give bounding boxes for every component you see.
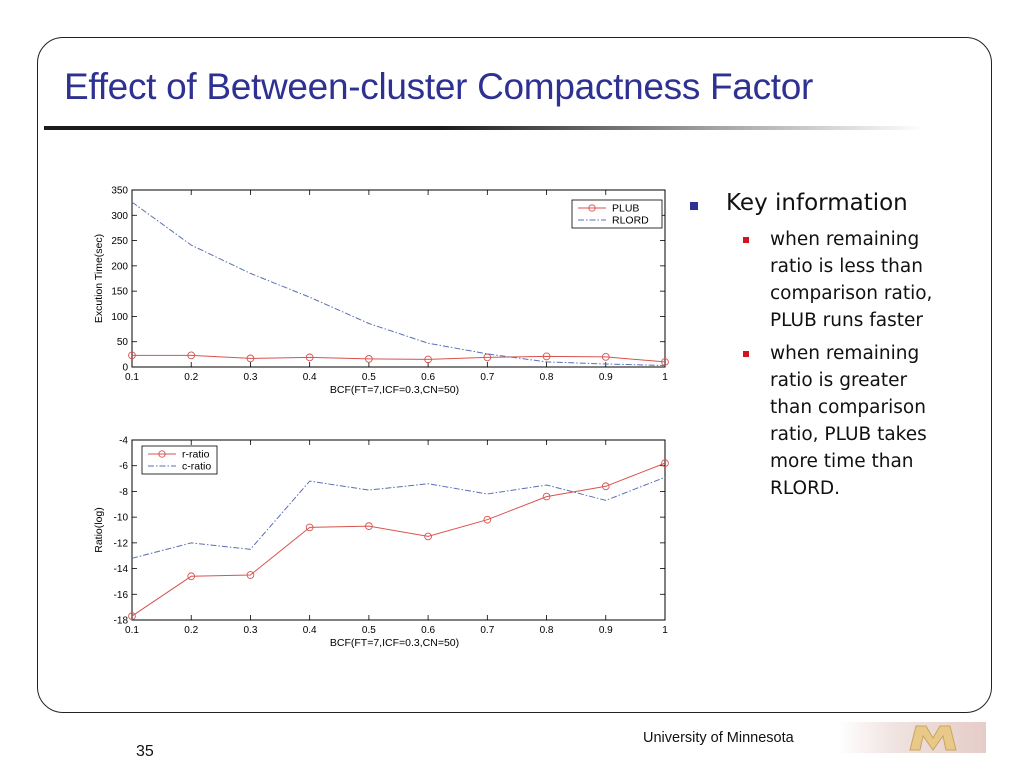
key-info-bullets: Key information when remaining ratio is …: [688, 190, 978, 508]
data-point-r-ratio: [128, 612, 136, 620]
sub-bullet-line: more time than: [770, 451, 914, 472]
y-tick-label: 100: [111, 312, 128, 323]
sub-bullet-1: when remaining ratio is less than compar…: [726, 226, 978, 334]
y-tick-label: 300: [111, 211, 128, 222]
y-tick-label: 250: [111, 236, 128, 247]
y-tick-label: 50: [117, 337, 129, 348]
x-tick-label: 1: [662, 372, 668, 383]
sub-bullet-2: when remaining ratio is greater than com…: [726, 340, 978, 502]
data-point-PLUB: [542, 352, 551, 361]
y-tick-label: 350: [111, 186, 128, 197]
data-point-PLUB: [483, 353, 492, 362]
y-tick-label: 0: [122, 363, 128, 374]
x-tick-label: 0.2: [184, 372, 198, 383]
x-tick-label: 0.9: [599, 372, 613, 383]
x-tick-label: 0.5: [362, 372, 376, 383]
data-point-r-ratio: [246, 571, 255, 579]
ratio-chart: 0.1 0.2 0.3 0.4 0.5 0.6 0.7 0.8 0.9 1 -18 -16 -14 -12…: [93, 436, 669, 649]
data-point-PLUB: [365, 355, 373, 363]
series-line-r-ratio: [131, 462, 666, 617]
x-axis-label: BCF(FT=7,ICF=0.3,CN=50): [330, 384, 459, 396]
x-tick-label: 0.3: [243, 625, 257, 636]
data-point-r-ratio: [542, 492, 551, 501]
y-tick-label: -16: [114, 590, 129, 601]
x-tick-label: 0.1: [125, 372, 139, 383]
data-point-PLUB: [128, 351, 136, 360]
bullet-square-icon: [690, 202, 698, 210]
sub-bullet-line: ratio, PLUB takes: [770, 424, 927, 445]
data-point-PLUB: [601, 353, 610, 361]
sub-bullet-list: when remaining ratio is less than compar…: [726, 226, 978, 502]
y-tick-label: 200: [111, 261, 128, 272]
y-tick-label: -8: [119, 487, 128, 498]
x-tick-label: 0.3: [243, 372, 257, 383]
y-tick-label: 150: [111, 287, 128, 298]
data-point-PLUB: [305, 353, 314, 362]
bullet-key-information: Key information: [688, 190, 978, 216]
legend-box: [141, 445, 218, 475]
footer-university: University of Minnesota: [643, 730, 794, 746]
y-axis-label: Ratio(log): [93, 507, 105, 553]
sub-bullet-line: PLUB runs faster: [770, 310, 923, 331]
series-line-c-ratio: [131, 476, 666, 559]
data-point-r-ratio: [601, 482, 610, 491]
x-tick-label: 0.2: [184, 625, 198, 636]
x-tick-label: 0.7: [480, 625, 494, 636]
sub-bullet-square-icon: [743, 237, 749, 243]
slide-frame: [37, 37, 992, 713]
legend-marker-r-ratio: [158, 450, 166, 458]
sub-bullet-line: than comparison: [770, 397, 926, 418]
x-tick-label: 0.8: [540, 625, 554, 636]
y-tick-label: -10: [114, 513, 129, 524]
y-tick-label: -14: [114, 564, 129, 575]
data-point-PLUB: [187, 351, 196, 360]
legend-box: [571, 199, 663, 229]
y-tick-label: -4: [119, 436, 128, 447]
legend-label: c-ratio: [182, 461, 211, 473]
x-tick-label: 1: [662, 625, 668, 636]
x-tick-label: 0.8: [540, 372, 554, 383]
data-point-r-ratio: [305, 523, 314, 532]
series-line-PLUB: [132, 354, 666, 363]
slide-number: 35: [136, 743, 154, 760]
legend-label: PLUB: [612, 203, 639, 215]
x-tick-label: 0.4: [303, 372, 317, 383]
x-tick-label: 0.5: [362, 625, 376, 636]
y-axis-label: Excution Time(sec): [93, 234, 105, 323]
execution-time-chart: 0.1 0.2 0.3 0.4 0.5 0.6 0.7 0.8 0.9 1 0 50 100 150 200…: [93, 186, 669, 396]
y-tick-label: -12: [114, 538, 129, 549]
legend-label: r-ratio: [182, 449, 210, 461]
sub-bullet-line: ratio is less than: [770, 256, 923, 277]
sub-bullet-line: ratio is greater: [770, 370, 908, 391]
y-tick-label: -18: [114, 616, 129, 627]
data-point-PLUB: [424, 355, 432, 364]
sub-bullet-line: when remaining: [770, 343, 920, 364]
x-tick-label: 0.6: [421, 372, 435, 383]
x-tick-label: 0.9: [599, 625, 613, 636]
x-axis-label: BCF(FT=7,ICF=0.3,CN=50): [330, 637, 459, 649]
university-m-logo-icon: [909, 725, 957, 751]
slide-title: Effect of Between-cluster Compactness Fa…: [64, 66, 814, 107]
y-tick-label: -6: [119, 461, 128, 472]
bullet-main-text: Key information: [726, 190, 908, 216]
data-point-r-ratio: [424, 532, 432, 541]
data-point-r-ratio: [661, 459, 669, 467]
data-point-r-ratio: [483, 515, 492, 524]
data-point-r-ratio: [187, 572, 196, 581]
title-underline: [44, 126, 926, 130]
x-tick-label: 0.7: [480, 372, 494, 383]
x-tick-label: 0.6: [421, 625, 435, 636]
legend-label: RLORD: [612, 215, 649, 227]
x-tick-label: 0.1: [125, 625, 139, 636]
sub-bullet-line: comparison ratio,: [770, 283, 933, 304]
sub-bullet-line: when remaining: [770, 229, 920, 250]
data-point-PLUB: [246, 354, 255, 363]
sub-bullet-square-icon: [743, 351, 749, 357]
series-line-RLORD: [131, 201, 666, 366]
x-tick-label: 0.4: [303, 625, 317, 636]
data-point-r-ratio: [365, 522, 373, 530]
plot-area: [131, 439, 666, 621]
sub-bullet-line: RLORD.: [770, 478, 841, 499]
legend-marker-PLUB: [588, 204, 596, 212]
